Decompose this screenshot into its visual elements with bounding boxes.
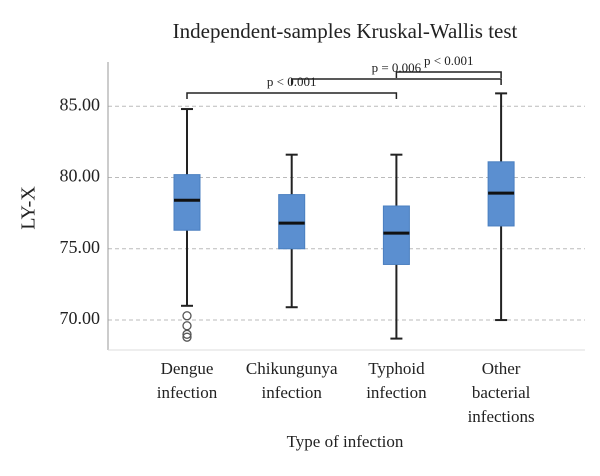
outlier: [182, 332, 192, 342]
y-tick-label: 70.00: [60, 308, 101, 328]
x-tick-label: infections: [468, 407, 535, 426]
y-tick-label: 80.00: [60, 166, 101, 186]
significance-bracket: [395, 71, 502, 78]
p-value-label: p < 0.001: [424, 53, 474, 68]
x-tick-label: bacterial: [472, 383, 531, 402]
x-tick-label: infection: [261, 383, 322, 402]
x-tick-label: Other: [482, 359, 521, 378]
p-value-label: p = 0.006: [372, 60, 422, 75]
significance-bracket: [186, 92, 398, 99]
y-axis-label: LY-X: [18, 186, 40, 230]
outlier: [182, 329, 192, 339]
box: [382, 205, 410, 265]
outlier: [182, 311, 192, 321]
x-axis-label: Type of infection: [287, 432, 404, 451]
x-tick-label: Dengue: [161, 359, 214, 378]
outlier: [182, 321, 192, 331]
y-tick-label: 85.00: [60, 94, 101, 114]
x-tick-label: Chikungunya: [246, 359, 338, 378]
x-tick-label: Typhoid: [368, 359, 425, 378]
chart-title: Independent-samples Kruskal-Wallis test: [173, 19, 518, 43]
box: [173, 174, 201, 231]
x-tick-label: infection: [366, 383, 427, 402]
significance-bracket: [290, 78, 502, 85]
y-tick-label: 75.00: [60, 237, 101, 257]
x-tick-label: infection: [157, 383, 218, 402]
